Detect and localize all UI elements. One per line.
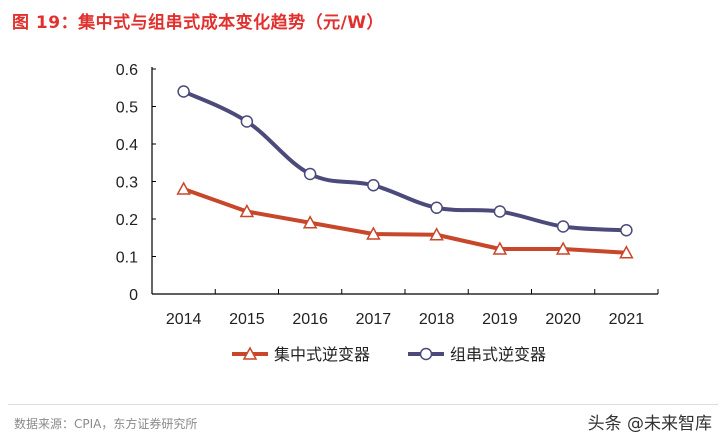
x-tick-label: 2016 — [292, 311, 328, 328]
data-point — [366, 226, 381, 240]
y-tick-label: 0.2 — [116, 212, 138, 229]
data-point — [176, 181, 191, 195]
data-point — [429, 227, 444, 241]
data-point — [493, 205, 507, 218]
data-point — [492, 241, 508, 255]
data-point — [367, 179, 380, 192]
data-source: 数据来源：CPIA，东方证券研究所 — [14, 417, 198, 431]
line-chart: 0 0.1 0.2 0.3 0.4 0.5 0.6 2014 2015 2016 2017 2018 2… — [116, 62, 659, 364]
x-tick-label: 2019 — [482, 311, 518, 328]
data-point — [556, 220, 570, 233]
footer-divider — [8, 404, 718, 405]
x-tick-label: 2015 — [229, 311, 265, 328]
x-tick-label: 2020 — [545, 311, 581, 328]
x-tick-label: 2017 — [356, 311, 392, 328]
legend-marker — [419, 347, 433, 361]
data-point — [177, 85, 190, 98]
data-point — [240, 115, 254, 128]
y-tick-label: 0.1 — [116, 250, 138, 267]
series-line-1 — [182, 187, 627, 255]
legend-label: 组串式逆变器 — [450, 346, 546, 364]
legend-marker — [242, 346, 258, 360]
data-point — [239, 203, 255, 218]
chart-title: 图 19：集中式与组串式成本变化趋势（元/W） — [12, 13, 385, 33]
data-point — [302, 215, 318, 229]
data-point — [619, 245, 634, 259]
y-tick-label: 0.3 — [116, 175, 138, 192]
data-point — [430, 201, 443, 214]
x-tick-label: 2021 — [609, 311, 645, 328]
x-tick-label: 2018 — [419, 311, 455, 328]
data-point — [303, 167, 317, 181]
x-tick-label: 2014 — [166, 311, 202, 328]
watermark: 头条 @未来智库 — [587, 414, 712, 434]
y-tick-label: 0.4 — [116, 137, 138, 154]
y-tick-label: 0.6 — [116, 62, 138, 79]
data-point — [620, 224, 633, 237]
data-point — [555, 241, 571, 255]
y-tick-label: 0 — [129, 287, 138, 304]
series-line-2 — [182, 89, 627, 233]
y-tick-label: 0.5 — [116, 100, 138, 117]
legend-label: 集中式逆变器 — [274, 346, 370, 364]
